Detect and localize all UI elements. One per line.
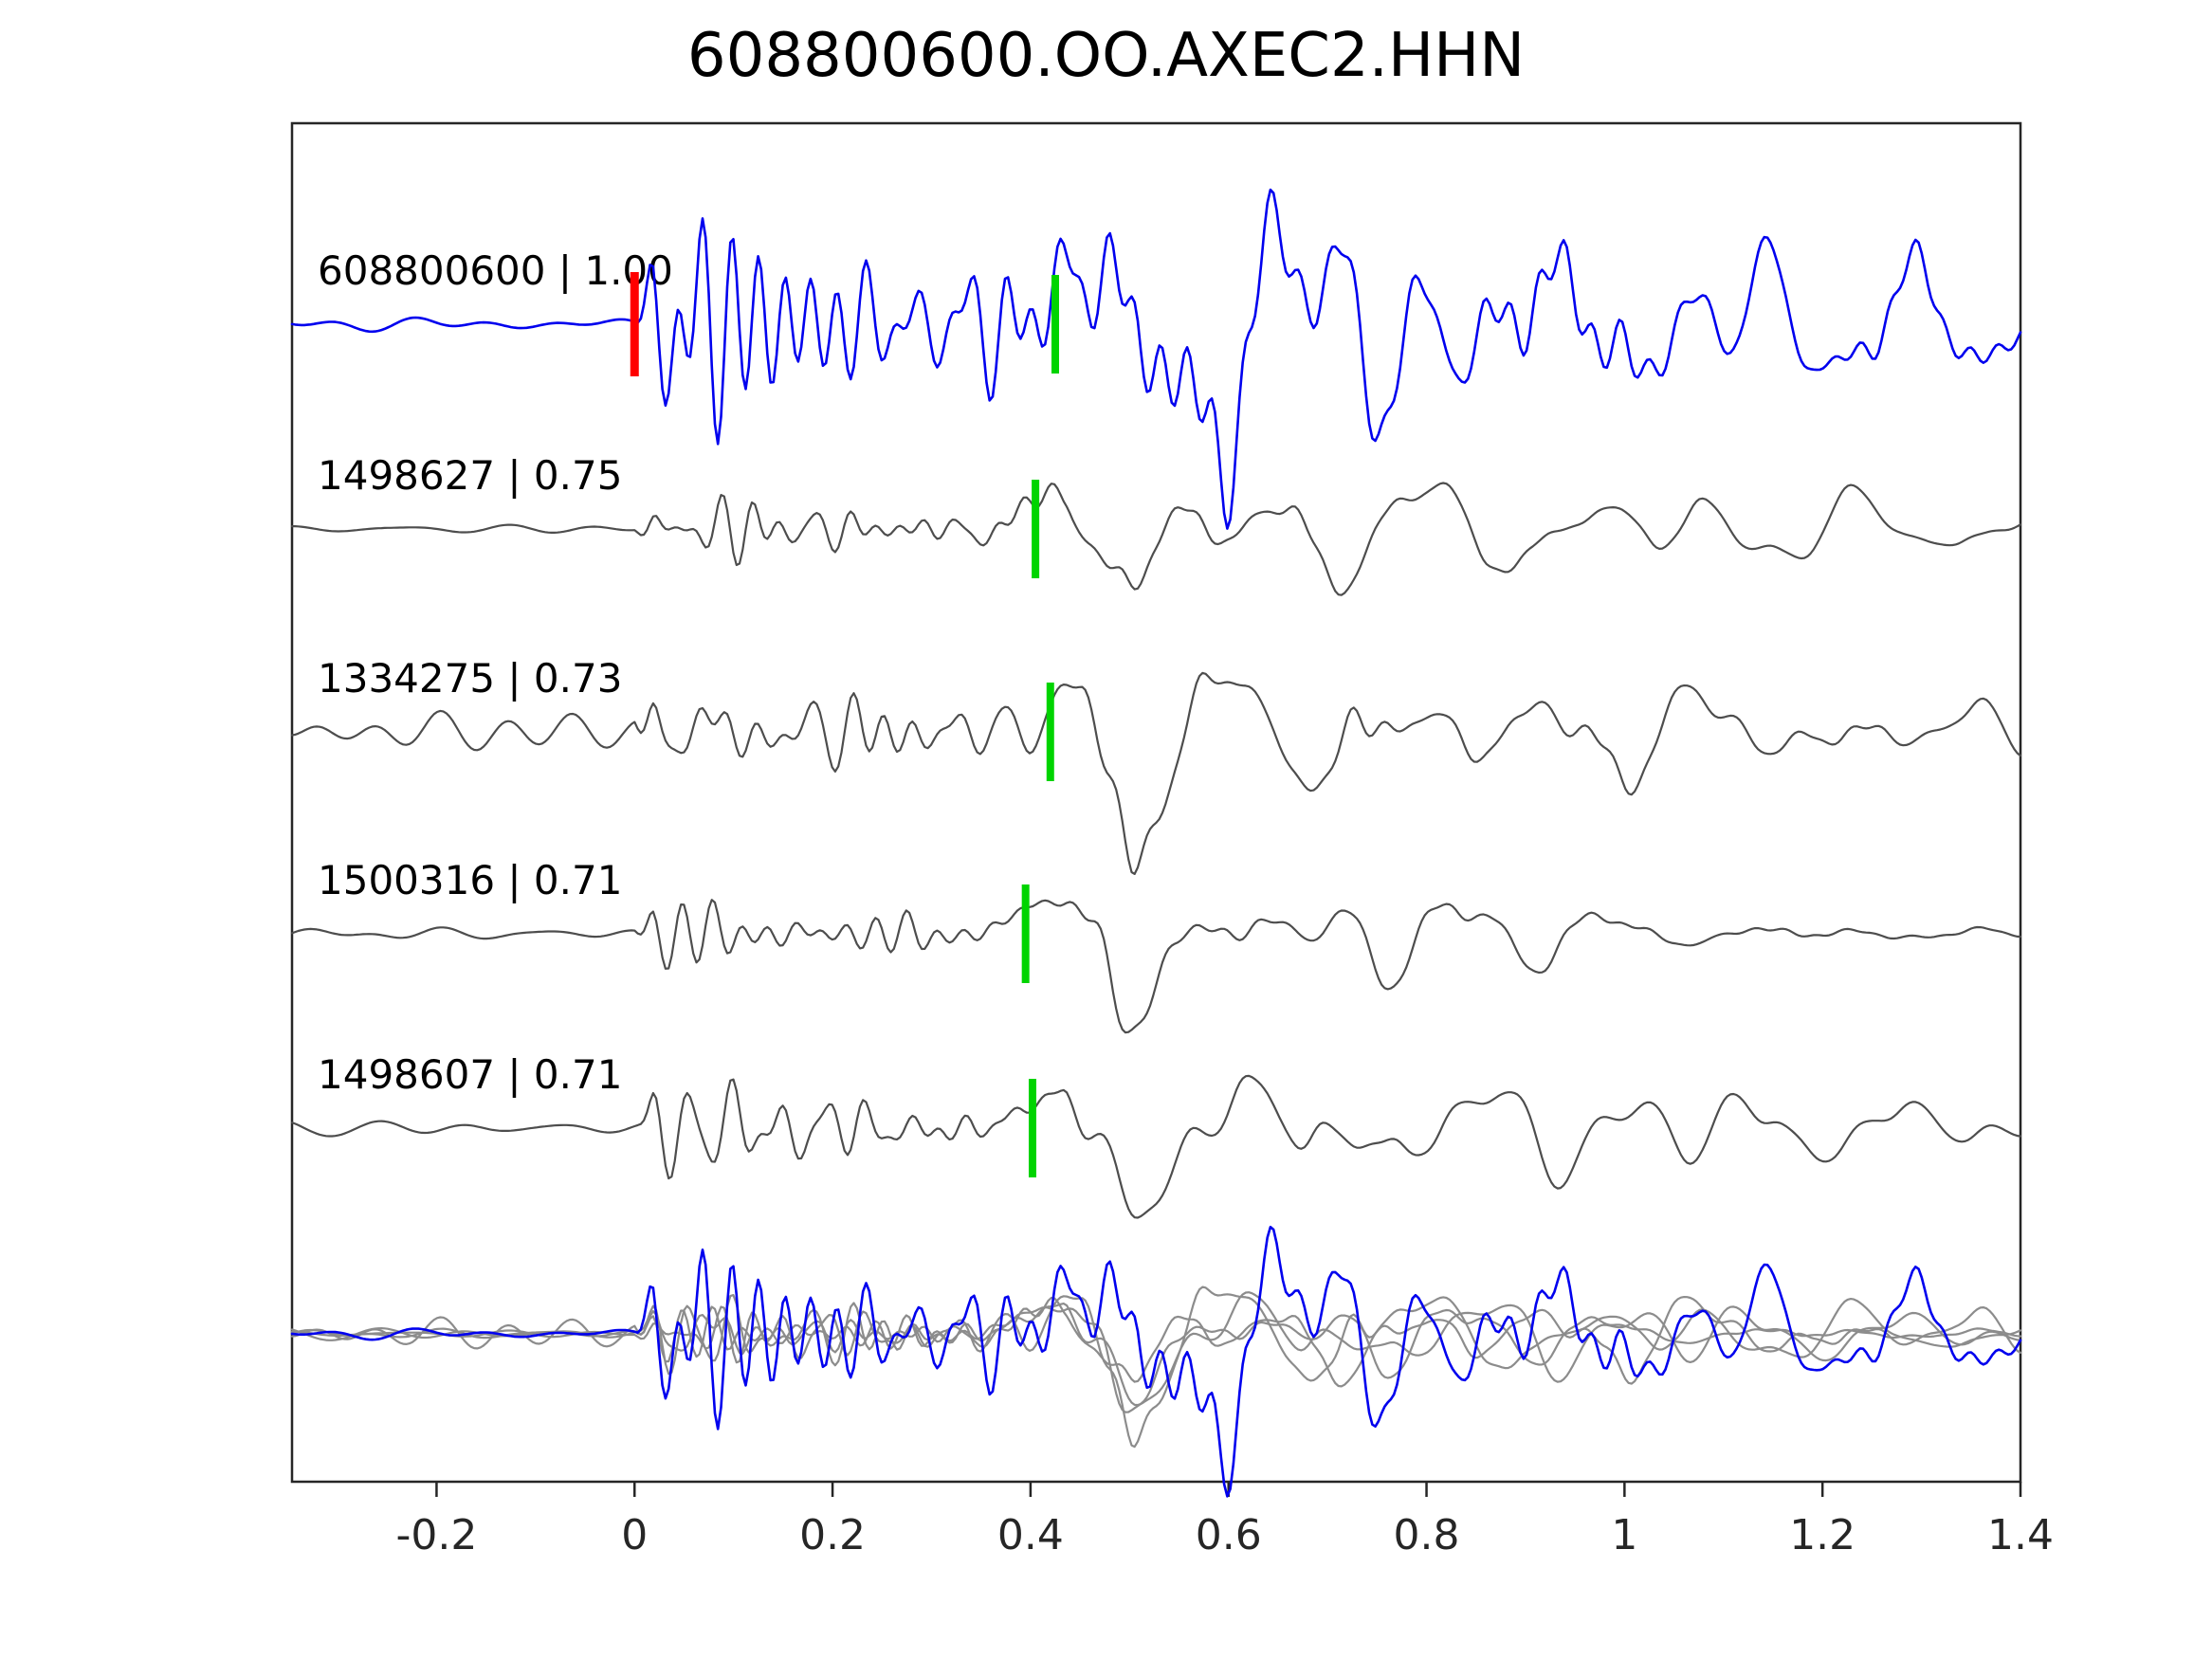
trace-path-608800600 <box>290 188 2022 530</box>
trace-label: 608800600 | 1.00 <box>318 247 673 294</box>
x-tick-label: 0.4 <box>997 1511 1064 1559</box>
x-tick-label: 1.4 <box>1987 1511 2054 1559</box>
x-tick-label: -0.2 <box>396 1511 478 1559</box>
trace-label: 1500316 | 0.71 <box>318 857 622 903</box>
x-tick-label: 0 <box>621 1511 648 1559</box>
trace-path-1334275 <box>290 671 2022 875</box>
trace-path-1498627 <box>290 482 2022 596</box>
overlay-trace-path-1498607 <box>290 1291 2022 1407</box>
overlay-trace-path-608800600 <box>290 1226 2022 1498</box>
x-tick-label: 1 <box>1611 1511 1637 1559</box>
trace-label: 1334275 | 0.73 <box>318 655 622 702</box>
x-tick-label: 0.6 <box>1196 1511 1262 1559</box>
chart-title: 608800600.OO.AXEC2.HHN <box>686 21 1526 91</box>
x-tick-label: 0.2 <box>799 1511 866 1559</box>
trace-label: 1498627 | 0.75 <box>318 452 622 499</box>
overlay-trace-path-1334275 <box>290 1285 2022 1449</box>
axes-box <box>290 121 2022 1484</box>
x-tick-label: 1.2 <box>1789 1511 1856 1559</box>
trace-path-1500316 <box>290 899 2022 1034</box>
x-tick-label: 0.8 <box>1394 1511 1460 1559</box>
trace-path-1498607 <box>290 1074 2022 1219</box>
trace-label: 1498607 | 0.71 <box>318 1051 622 1098</box>
